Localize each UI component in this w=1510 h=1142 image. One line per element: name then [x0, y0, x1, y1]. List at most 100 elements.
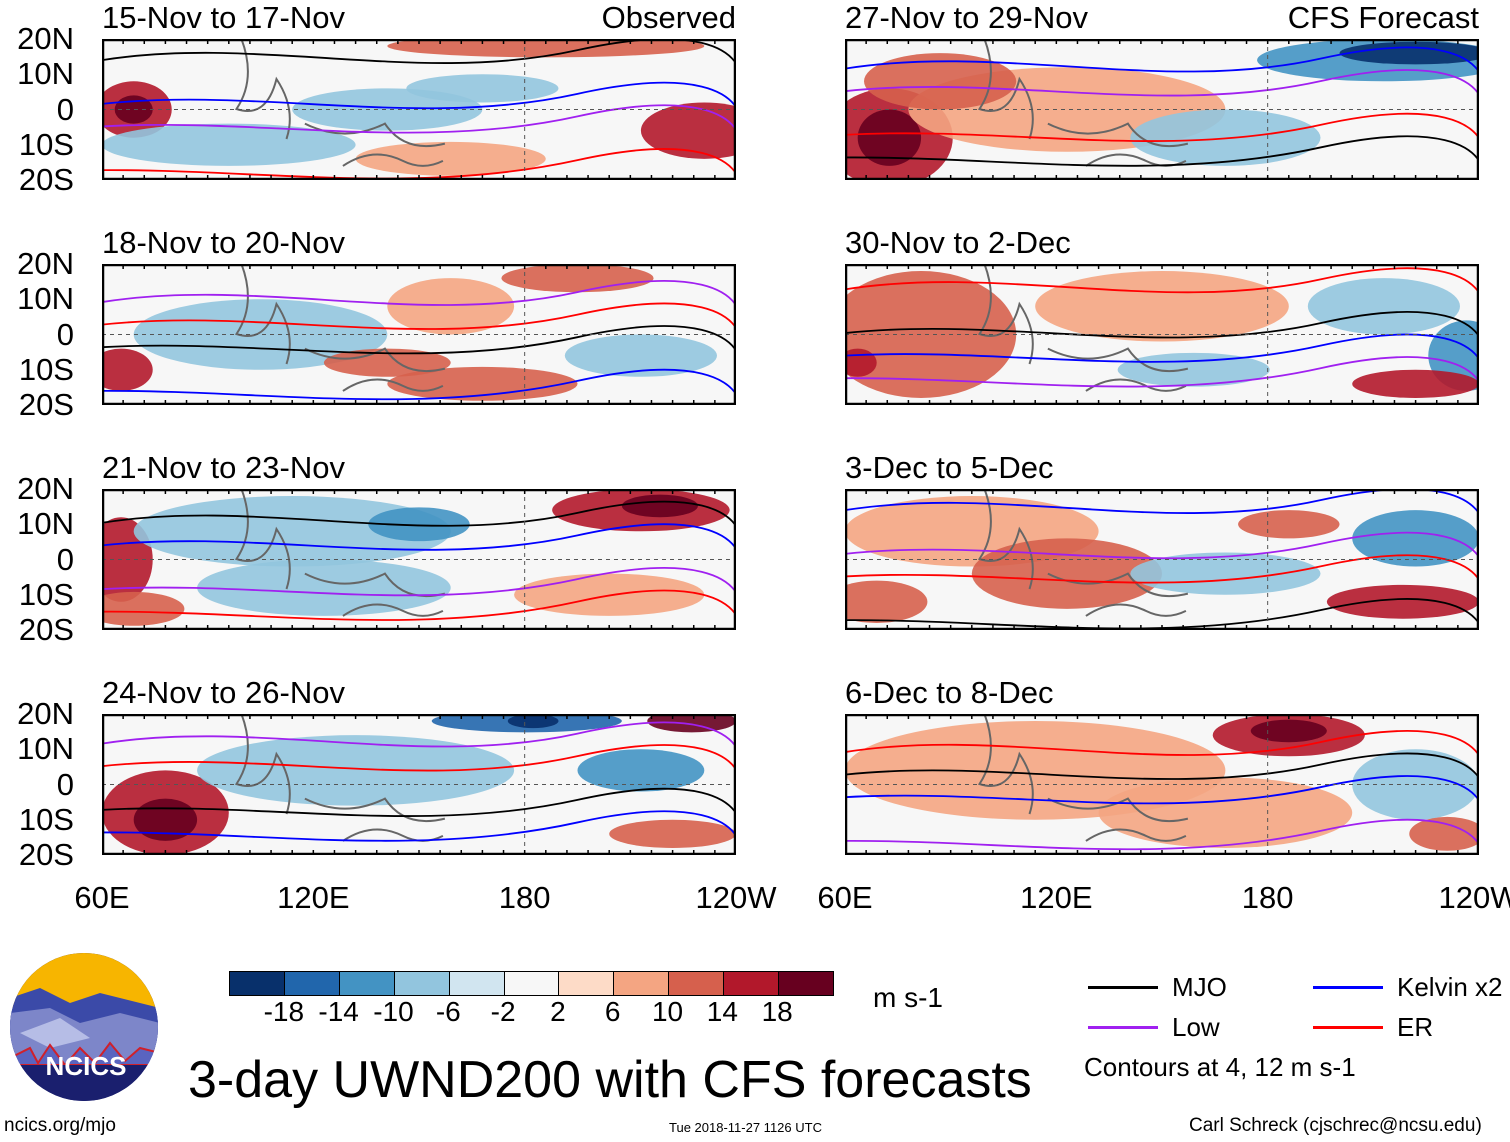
wave-contour [102, 104, 736, 134]
wind-anomaly-shading [102, 591, 185, 626]
lat-label: 20S [18, 162, 74, 197]
footer-url[interactable]: ncics.org/mjo [4, 1115, 116, 1136]
wave-contour [845, 112, 1479, 142]
wind-anomaly-shading [1250, 719, 1327, 743]
wave-contour [845, 554, 1479, 584]
colorbar-swatch [669, 972, 725, 995]
wave-contour [102, 39, 736, 64]
footer-author: Carl Schreck (cjschrec@ncsu.edu) [1189, 1115, 1482, 1136]
logo-text: NCICS [46, 1051, 127, 1081]
footer-timestamp: Tue 2018-11-27 1126 UTC [669, 1120, 822, 1135]
lat-label: 0 [56, 541, 74, 577]
lat-label: 10N [17, 56, 74, 92]
wave-contour [845, 730, 1479, 756]
wind-anomaly-shading [647, 714, 736, 733]
wind-anomaly-shading [640, 102, 736, 159]
panel-tag: CFS Forecast [1287, 0, 1479, 35]
lat-label: 20N [17, 471, 74, 506]
lon-label: 60E [817, 880, 873, 915]
lat-label: 0 [56, 91, 74, 127]
wave-contour [102, 148, 736, 180]
wave-contour [102, 589, 736, 621]
lon-label: 120E [277, 880, 350, 915]
wave-contour [102, 567, 736, 597]
panel-title: 27-Nov to 29-Nov [845, 0, 1088, 35]
wind-anomaly-shading [1307, 278, 1460, 335]
colorbar-tick-label: 14 [706, 996, 738, 1027]
map-panel [102, 264, 736, 405]
wind-anomaly-shading [387, 278, 515, 335]
lat-label: 20S [18, 612, 74, 647]
wind-anomaly-shading [1326, 584, 1479, 619]
lon-label: 180 [1241, 880, 1294, 915]
legend-line-swatch [1313, 986, 1383, 989]
legend-item-er: ER [1313, 1012, 1433, 1043]
lat-label: 20S [18, 837, 74, 872]
legend-note: Contours at 4, 12 m s-1 [1084, 1052, 1356, 1082]
lon-label: 120W [1438, 880, 1510, 915]
colorbar-tick-label: -2 [490, 996, 516, 1027]
wind-anomaly-shading [845, 580, 928, 623]
panel-title: 24-Nov to 26-Nov [102, 675, 345, 710]
colorbar-swatch [230, 972, 285, 995]
colorbar-swatch [339, 972, 395, 995]
wind-anomaly-shading [133, 299, 388, 370]
map-panel [102, 39, 736, 180]
wind-anomaly-shading [102, 348, 153, 391]
map-panel [845, 39, 1479, 180]
lat-label: 10S [18, 801, 74, 837]
wind-anomaly-shading [1238, 510, 1340, 539]
wave-contour [845, 775, 1479, 805]
wind-anomaly-shading [1130, 552, 1321, 595]
lon-label: 180 [498, 880, 551, 915]
colorbar-tick-label: 2 [550, 996, 566, 1027]
lat-label: 20N [17, 246, 74, 281]
wind-anomaly-shading [197, 559, 451, 616]
wave-contour [102, 810, 736, 842]
legend-line-swatch [1313, 1026, 1383, 1029]
map-panel [102, 714, 736, 855]
colorbar-swatch [449, 972, 505, 995]
wave-contour [845, 46, 1479, 73]
legend-item-mjo: MJO [1088, 972, 1227, 1003]
wind-anomaly-shading [1409, 816, 1479, 851]
wind-anomaly-shading [564, 334, 717, 377]
legend-item-low: Low [1088, 1012, 1220, 1043]
wind-anomaly-shading [864, 53, 1017, 110]
colorbar-swatch [284, 972, 340, 995]
colorbar-tick-label: 18 [761, 996, 793, 1027]
colorbar-swatch [559, 972, 615, 995]
wave-contour [102, 744, 736, 772]
map-panel [102, 489, 736, 630]
colorbar-tick-label: 10 [651, 996, 684, 1027]
wind-anomaly-shading [1339, 41, 1479, 65]
panel-title: 30-Nov to 2-Dec [845, 225, 1071, 260]
colorbar-tick-label: -10 [373, 996, 414, 1027]
wave-contour [845, 818, 1479, 851]
map-panel [845, 264, 1479, 405]
legend-label: ER [1397, 1012, 1434, 1042]
colorbar-tick-label: -18 [263, 996, 305, 1027]
legend-line-swatch [1088, 986, 1158, 989]
legend-label: MJO [1172, 972, 1227, 1002]
wave-contour [845, 311, 1479, 339]
wind-anomaly-shading [621, 494, 698, 518]
wave-contour [845, 267, 1479, 294]
wave-contour [102, 787, 736, 817]
wave-contour [102, 302, 736, 330]
wave-contour [845, 333, 1479, 363]
figure-title: 3-day UWND200 with CFS forecasts [188, 1051, 1032, 1109]
wave-contour [845, 598, 1479, 630]
colorbar-swatch [724, 972, 780, 995]
wind-anomaly-shading [857, 109, 922, 166]
wind-anomaly-shading [1352, 510, 1479, 567]
colorbar-swatch [614, 972, 670, 995]
wind-anomaly-shading [1035, 271, 1289, 342]
lat-label: 10N [17, 506, 74, 542]
wave-contour [845, 489, 1479, 514]
wind-anomaly-shading [1098, 777, 1353, 848]
map-panel [845, 714, 1479, 855]
lon-label: 120E [1020, 880, 1093, 915]
legend-label: Kelvin x2 [1397, 972, 1503, 1002]
wave-contour [102, 523, 736, 551]
